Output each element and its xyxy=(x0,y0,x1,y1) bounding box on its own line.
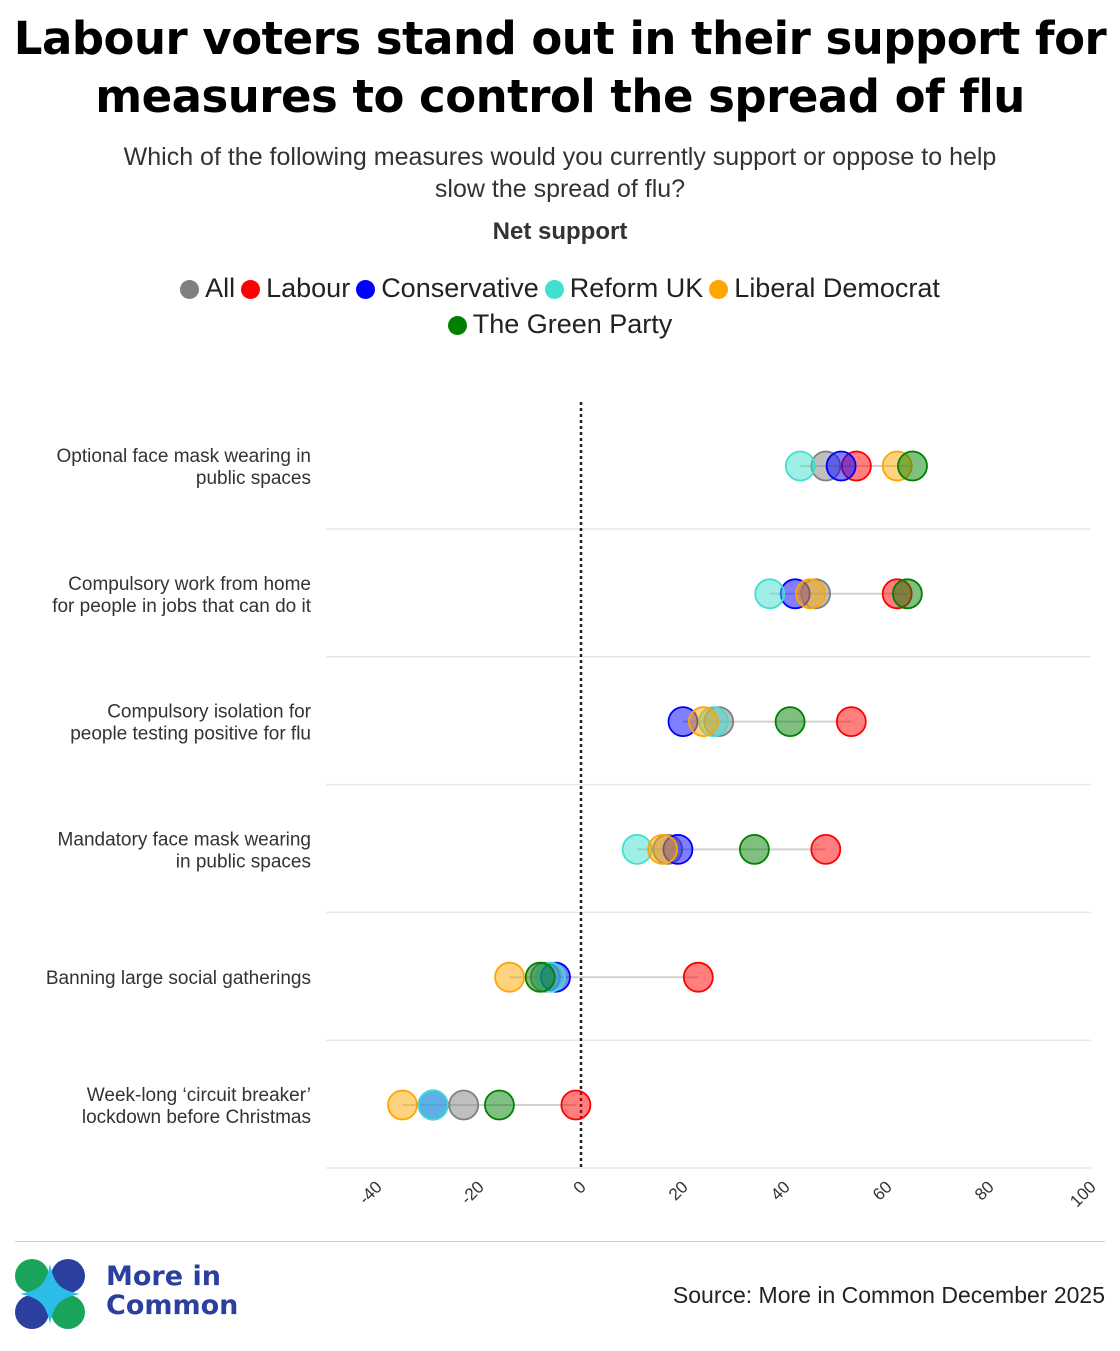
data-point: Reform UK: 43 xyxy=(784,450,816,482)
row-label: Compulsory work from home for people in j… xyxy=(52,574,312,617)
legend-swatch xyxy=(709,280,729,299)
data-point: Labour: 53 xyxy=(835,706,867,738)
row-label: Mandatory face mask wearing in public spa… xyxy=(58,829,311,872)
legend-swatch xyxy=(241,280,261,299)
chart-title: Labour voters stand out in their support… xyxy=(0,10,1120,126)
data-point: Conservative: 51 xyxy=(825,450,857,482)
data-point: The Green Party: -16 xyxy=(483,1089,515,1121)
more-in-common-logo xyxy=(15,1259,85,1329)
x-tick-label: 80 xyxy=(971,1177,998,1204)
x-tick-label: -40 xyxy=(355,1177,386,1208)
dot-row: All: 17Labour: 48Conservative: 19Reform … xyxy=(621,833,842,865)
legend-swatch xyxy=(544,280,564,299)
legend: All Labour Conservative Reform UK Liberal De… xyxy=(110,270,1010,342)
data-point: Labour: 48 xyxy=(810,833,842,865)
data-point: All: -23 xyxy=(448,1089,480,1121)
logo-text: More in Common xyxy=(106,1261,239,1321)
data-point: The Green Party: 65 xyxy=(897,450,928,482)
data-point: The Green Party: 64 xyxy=(892,578,923,610)
legend-swatch xyxy=(180,280,200,299)
subtitle-line-2: slow the spread of flu? xyxy=(434,175,686,203)
legend-item: The Green Party xyxy=(447,306,673,342)
dot-row: All: 46Labour: 62Conservative: 42Reform … xyxy=(754,578,923,610)
data-point: Liberal Democrat: -35 xyxy=(387,1089,418,1121)
row-label: Compulsory isolation for people testing p… xyxy=(70,702,311,745)
legend-label: All xyxy=(205,273,236,303)
dot-plot: -40 -20 0 20 40 60 80 100 Optional face mask wea… xyxy=(46,402,1100,1211)
legend-label: Reform UK xyxy=(569,273,704,303)
x-tick-label: 40 xyxy=(767,1177,794,1204)
legend-label: Conservative xyxy=(381,273,539,303)
source-note: Source: More in Common December 2025 xyxy=(672,1282,1105,1308)
x-tick-label: -20 xyxy=(457,1177,488,1208)
legend-item: Labour xyxy=(241,270,350,306)
data-point: Liberal Democrat: 24 xyxy=(688,706,719,738)
row-label: Week-long ‘circuit breaker’ lockdown befo… xyxy=(82,1085,311,1128)
x-tick-label: 100 xyxy=(1066,1177,1099,1210)
title-line-2: measures to control the spread of flu xyxy=(95,70,1025,123)
row-label: Optional face mask wearing in public spac… xyxy=(56,446,311,489)
dot-row: All: -7Labour: 23Conservative: -5Reform … xyxy=(494,961,714,993)
x-tick-label: 20 xyxy=(665,1177,692,1204)
legend-item: Liberal Democrat xyxy=(709,270,940,306)
dot-row: All: -23Labour: -1Conservative: -29Refor… xyxy=(387,1089,592,1121)
dot-row: All: 48Labour: 54Conservative: 51Reform … xyxy=(784,450,928,482)
x-tick-label: 0 xyxy=(570,1177,590,1197)
data-point: Liberal Democrat: -14 xyxy=(494,961,526,993)
legend-item: Conservative xyxy=(356,270,539,306)
legend-swatch xyxy=(356,280,376,299)
legend-label: The Green Party xyxy=(472,309,673,339)
data-point: Reform UK: -29 xyxy=(417,1089,449,1121)
row-label: Banning large social gatherings xyxy=(46,968,311,989)
data-point: The Green Party: -8 xyxy=(524,961,556,993)
legend-label: Labour xyxy=(266,273,351,303)
legend-item: Reform UK xyxy=(544,270,704,306)
data-point: The Green Party: 34 xyxy=(739,833,770,865)
data-point: Reform UK: 37 xyxy=(754,578,786,610)
subtitle-line-1: Which of the following measures would yo… xyxy=(123,143,997,171)
data-point: Liberal Democrat: 45 xyxy=(795,578,826,610)
legend-label: Liberal Democrat xyxy=(734,273,940,303)
data-point: Liberal Democrat: 16 xyxy=(647,833,678,865)
data-point: The Green Party: 41 xyxy=(774,706,806,738)
footer-divider xyxy=(15,1241,1105,1242)
legend-swatch xyxy=(447,316,467,335)
legend-item: All xyxy=(180,270,235,306)
data-point: Labour: -1 xyxy=(560,1089,592,1121)
title-line-1: Labour voters stand out in their support… xyxy=(13,12,1107,65)
x-tick-label: 60 xyxy=(869,1177,896,1204)
data-point: Labour: 23 xyxy=(682,961,714,993)
x-axis-label: Net support xyxy=(492,218,628,245)
dot-row: All: 27Labour: 53Conservative: 20Reform … xyxy=(667,706,867,738)
chart-subtitle: Which of the following measures would yo… xyxy=(20,141,1100,205)
